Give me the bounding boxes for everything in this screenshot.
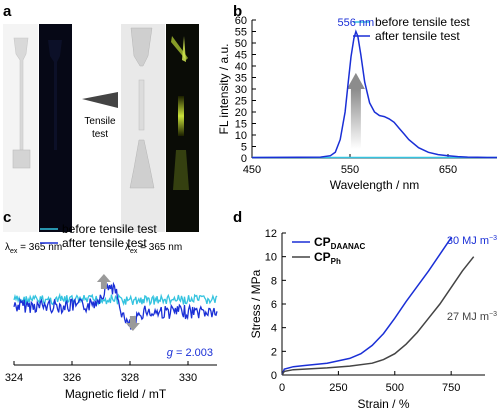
tensile-arrow-icon xyxy=(82,92,118,108)
dumbbell-sample-before-uv xyxy=(48,40,62,150)
x-tick-label-d: 500 xyxy=(386,382,404,394)
glow-streak-top-2 xyxy=(182,36,186,62)
chart-c-axes: 324 326 328 330 Magnetic field / mT xyxy=(5,361,217,401)
x-tick-label-c: 328 xyxy=(121,372,139,384)
tensile-label-line2: test xyxy=(92,129,108,140)
series-line-c-after xyxy=(13,281,218,330)
y-tick-label-d: 2 xyxy=(271,346,277,358)
x-tick-label-c: 324 xyxy=(5,372,23,384)
y-axis-label-d: Stress / MPa xyxy=(249,269,263,338)
x-axis-label-b: Wavelength / nm xyxy=(330,178,420,192)
y-tick-label-d: 12 xyxy=(265,228,277,240)
excitation-label-right: λex = 365 nm xyxy=(125,242,182,255)
y-tick-label-b: 15 xyxy=(235,119,247,131)
panel-c: c 324 326 328 330 Magnetic field / mT before… xyxy=(3,209,218,401)
legend-label-b-1: after tensile test xyxy=(375,29,460,43)
y-tick-label-b: 60 xyxy=(235,15,247,27)
series-line-b-1 xyxy=(251,29,497,159)
peak-annotation-b: 556 nm xyxy=(338,17,375,29)
y-tick-label-b: 45 xyxy=(235,50,247,62)
legend-label-b-0: before tensile test xyxy=(375,15,470,29)
y-tick-label-d: 8 xyxy=(271,275,277,287)
glow-middle xyxy=(178,96,184,136)
x-tick-label-c: 326 xyxy=(63,372,81,384)
up-arrow-icon-c xyxy=(96,274,111,282)
x-tick-label-d: 0 xyxy=(279,382,285,394)
series-line-d-0 xyxy=(281,237,452,376)
y-tick-label-b: 20 xyxy=(235,107,247,119)
x-tick-label-b: 450 xyxy=(243,164,261,176)
x-axis-label-d: Strain / % xyxy=(357,397,409,411)
y-tick-label-b: 40 xyxy=(235,61,247,73)
panel-letter-d: d xyxy=(233,209,242,226)
legend-label-d-1: CPPh xyxy=(314,250,341,266)
y-tick-label-b: 50 xyxy=(235,38,247,50)
panel-letter-b: b xyxy=(233,3,242,20)
legend-label-c-0: before tensile test xyxy=(62,222,157,236)
y-tick-label-b: 35 xyxy=(235,73,247,85)
legend-label-d-0: CPDAANAC xyxy=(314,235,366,251)
up-arrow-head xyxy=(346,72,365,89)
fractured-sample-bottom xyxy=(129,139,155,189)
energy-annotation-daanac: 30 MJ m−3 xyxy=(447,235,497,247)
g-value-annotation-c: g = 2.003 xyxy=(167,347,213,359)
x-tick-label-d: 750 xyxy=(442,382,460,394)
x-tick-label-b: 650 xyxy=(439,164,457,176)
down-arrow-body-c xyxy=(129,316,136,324)
y-tick-label-b: 0 xyxy=(241,153,247,165)
x-tick-label-c: 330 xyxy=(179,372,197,384)
chart-d-axes: 0 2 4 6 8 10 12 0 250 500 750 Strain / % Stress / MP… xyxy=(249,228,485,411)
y-tick-label-b: 55 xyxy=(235,27,247,39)
tensile-label-line1: Tensile xyxy=(84,116,116,127)
y-tick-label-d: 10 xyxy=(265,252,277,264)
y-tick-label-d: 0 xyxy=(271,370,277,382)
y-tick-label-b: 10 xyxy=(235,130,247,142)
y-tick-label-b: 30 xyxy=(235,84,247,96)
panel-letter-a: a xyxy=(3,3,12,20)
panel-letter-c: c xyxy=(3,209,11,226)
excitation-label-left: λex = 365 nm xyxy=(5,242,62,255)
fractured-sample-middle xyxy=(138,79,145,131)
energy-annotation-ph: 27 MJ m−3 xyxy=(447,311,497,323)
y-tick-label-b: 25 xyxy=(235,96,247,108)
legend-label-c-1: after tensile test xyxy=(62,236,147,250)
y-tick-label-d: 6 xyxy=(271,299,277,311)
sample-grip-before xyxy=(12,149,31,169)
x-tick-label-b: 550 xyxy=(341,164,359,176)
y-axis-label-b: FL intensity / a.u. xyxy=(217,44,231,135)
up-arrow-body-c xyxy=(100,281,107,289)
panel-a: a Tensile test λex = 365 nm λex = 365 nm xyxy=(3,3,199,255)
x-tick-label-d: 250 xyxy=(329,382,347,394)
y-tick-label-d: 4 xyxy=(271,323,277,335)
series-line-c-before xyxy=(13,292,218,307)
x-axis-label-c: Magnetic field / mT xyxy=(65,387,167,401)
down-arrow-icon-c xyxy=(125,323,140,331)
y-tick-label-b: 5 xyxy=(241,142,247,154)
fractured-sample-top xyxy=(130,27,153,67)
series-line-d-1 xyxy=(281,256,475,376)
glow-bottom xyxy=(173,150,189,190)
panel-d: d 0 2 4 6 8 10 12 0 250 500 750 Strain / % Stress / … xyxy=(233,209,497,411)
up-arrow-body xyxy=(350,89,361,149)
